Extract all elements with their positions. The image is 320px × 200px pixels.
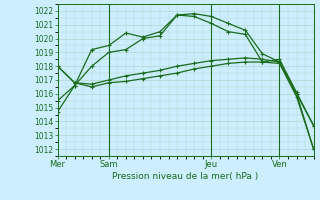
X-axis label: Pression niveau de la mer( hPa ): Pression niveau de la mer( hPa ): [112, 172, 259, 181]
